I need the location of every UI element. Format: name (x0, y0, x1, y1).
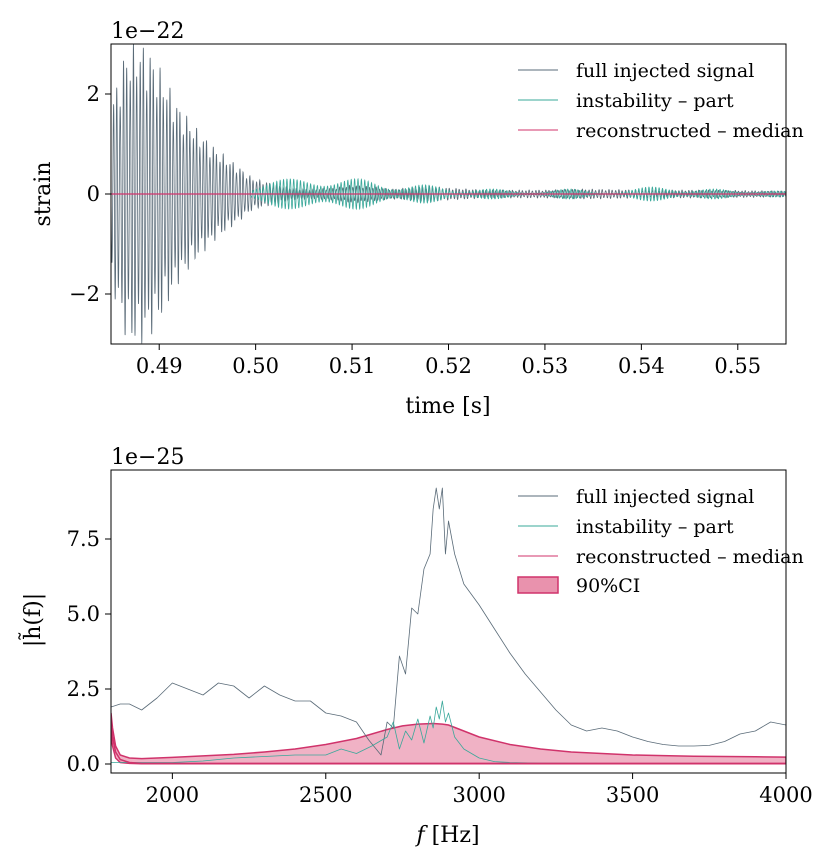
y-axis-label-top: strain (31, 162, 56, 227)
x-tick-label: 4000 (759, 783, 812, 807)
legend-label-median-2: reconstructed – median (576, 546, 804, 568)
axes-frame-bottom (110, 469, 787, 774)
y-tick-label: 2.5 (67, 677, 100, 701)
x-tick-label: 2500 (299, 783, 352, 807)
y-tick-label: 2 (87, 82, 100, 106)
time-series-group (111, 44, 786, 344)
offset-text-top: 1e−22 (111, 19, 184, 44)
legend-label-full: full injected signal (576, 60, 754, 82)
legend-label-instability-2: instability – part (576, 516, 734, 538)
y-tick-label: 0 (87, 182, 100, 206)
x-tick-label: 3500 (606, 783, 659, 807)
x-tick-label: 0.54 (618, 354, 665, 378)
frequency-series-group (111, 487, 786, 765)
y-ticks-bottom: 0.0 2.5 5.0 7.5 (67, 527, 111, 776)
x-axis-label-unit: [Hz] (425, 823, 480, 848)
series-full-injected-signal-spectrum (111, 487, 786, 756)
series-instability-part-spectrum (111, 700, 786, 764)
legend-bottom: full injected signal instability – part … (517, 486, 804, 597)
legend-swatch-ci (517, 576, 559, 594)
legend-label-instability: instability – part (576, 90, 734, 112)
legend-label-median: reconstructed – median (576, 120, 804, 142)
x-tick-label: 0.55 (714, 354, 761, 378)
x-axis-label-bottom: f [Hz] (414, 823, 479, 848)
y-tick-label: 5.0 (67, 602, 100, 626)
x-tick-label: 0.51 (329, 354, 376, 378)
y-tick-label: 7.5 (67, 527, 100, 551)
legend-top: full injected signal instability – part … (518, 60, 804, 142)
series-reconstructed-median-spectrum (111, 721, 786, 765)
offset-text-bottom: 1e−25 (111, 445, 184, 470)
y-tick-label: 0.0 (67, 752, 100, 776)
time-domain-panel: 0.49 0.50 0.51 0.52 0.53 0.54 0.55 −202 1e−22 … (31, 19, 804, 419)
y-ticks-top: −2 0 2 (69, 82, 111, 306)
legend-label-full-2: full injected signal (576, 486, 754, 508)
x-tick-label: 0.50 (232, 354, 279, 378)
frequency-domain-panel: 2000 2500 3000 3500 4000 0.02.55.07.5 1e−25 … (19, 445, 813, 848)
y-axis-label-bottom: |h̃(f)| (19, 593, 46, 647)
legend-label-ci: 90%CI (576, 575, 640, 597)
series-90ci-band (111, 712, 786, 765)
x-tick-label: 2000 (146, 783, 199, 807)
x-tick-label: 0.53 (522, 354, 569, 378)
x-ticks-bottom: 2000 2500 3000 3500 4000 (146, 773, 813, 807)
x-ticks-top: 0.49 0.50 0.51 0.52 0.53 0.54 0.55 (136, 344, 761, 378)
series-instability-part (250, 177, 786, 211)
x-tick-label: 3000 (452, 783, 505, 807)
x-axis-label-top: time [s] (405, 394, 490, 419)
x-tick-label: 0.49 (136, 354, 183, 378)
y-tick-label: −2 (69, 282, 100, 306)
x-tick-label: 0.52 (425, 354, 472, 378)
